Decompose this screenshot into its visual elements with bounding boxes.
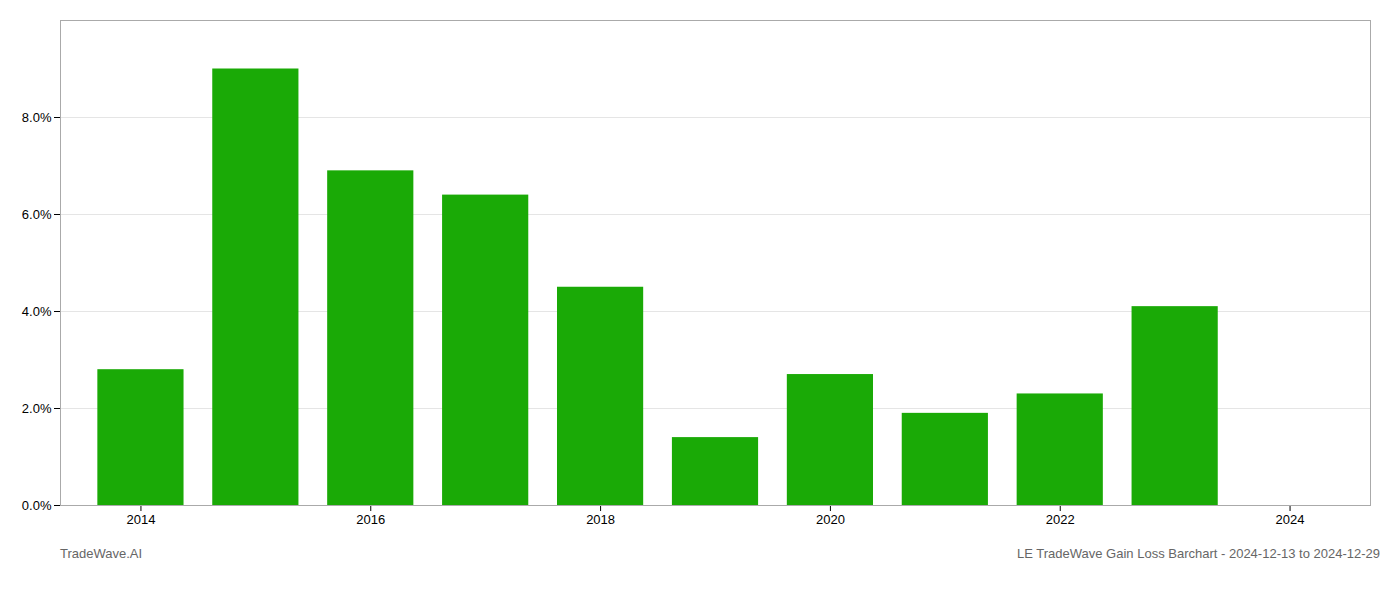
svg-text:2020: 2020 — [816, 512, 845, 527]
html-text:TradeWave.AI: TradeWave.AI — [60, 546, 143, 561]
svg-text:4.0%: 4.0% — [22, 304, 52, 319]
svg-text:2014: 2014 — [126, 512, 155, 527]
svg-text:6.0%: 6.0% — [22, 207, 52, 222]
svg-text:8.0%: 8.0% — [22, 110, 52, 125]
svg-text:2.0%: 2.0% — [22, 401, 52, 416]
svg-text:2022: 2022 — [1046, 512, 1075, 527]
svg-text:2018: 2018 — [586, 512, 615, 527]
svg-text:0.0%: 0.0% — [22, 498, 52, 513]
html-text:LE TradeWave Gain Loss Barchar: LE TradeWave Gain Loss Barchart - 2024-1… — [1017, 546, 1380, 561]
svg-text:2024: 2024 — [1276, 512, 1305, 527]
svg-text:2016: 2016 — [356, 512, 385, 527]
